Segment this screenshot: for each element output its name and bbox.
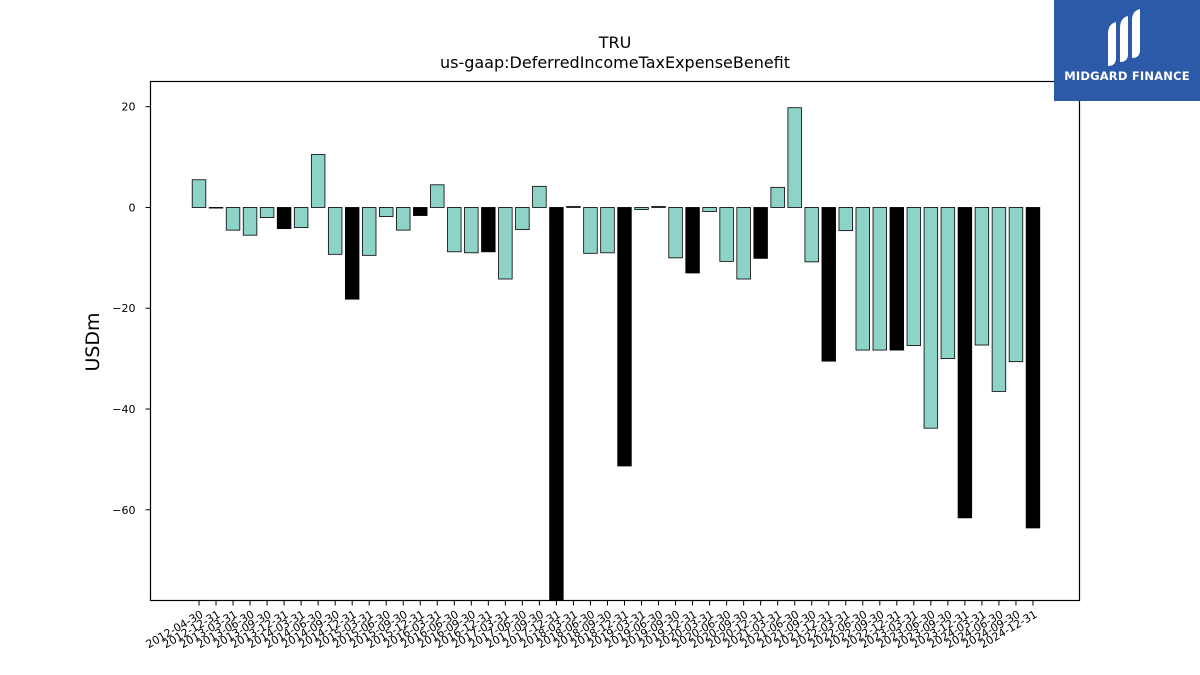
bar: [430, 184, 445, 208]
bar: [991, 207, 1007, 392]
bar: [889, 207, 905, 351]
bar: [191, 179, 207, 208]
bar: [753, 207, 768, 259]
bar: [906, 207, 922, 346]
bar: [974, 207, 990, 346]
bar: [787, 107, 802, 208]
bar: [276, 207, 292, 230]
bar: [566, 206, 581, 208]
bar: [447, 207, 462, 253]
bar: [549, 207, 564, 601]
bar: [361, 207, 377, 256]
bar: [957, 207, 973, 519]
bar: [413, 207, 428, 216]
y-axis-label: USDm: [82, 312, 104, 371]
bars: [191, 107, 1041, 601]
bar: [259, 207, 275, 218]
bar: [617, 207, 632, 467]
bar: [872, 207, 888, 351]
x-axis: 2012-04-302012-12-312013-03-312013-06-30…: [144, 600, 1039, 651]
plot-frame: [149, 80, 1081, 602]
bar: [310, 154, 326, 208]
bar: [481, 207, 496, 253]
bar: [344, 207, 360, 300]
bar: [719, 207, 734, 262]
bar: [855, 207, 870, 351]
y-tick-label: −60: [112, 504, 135, 517]
midgard-logo-icon: [1108, 9, 1140, 66]
bar: [1025, 207, 1041, 529]
y-tick-label: −40: [112, 403, 135, 416]
bar: [583, 207, 598, 254]
logo-text: MIDGARD FINANCE: [1064, 69, 1190, 83]
bar: [498, 207, 513, 280]
y-axis: 20 0 −20 −40 −60: [112, 101, 151, 517]
bar: [838, 207, 853, 232]
bar: [685, 207, 700, 274]
bar: [804, 207, 819, 263]
brand-logo: MIDGARD FINANCE: [1054, 0, 1200, 101]
bar: [923, 207, 939, 429]
bar: [396, 207, 411, 231]
chart-subtitle: us-gaap:DeferredIncomeTaxExpenseBenefit: [440, 53, 790, 72]
bar: [225, 207, 241, 231]
bar: [515, 207, 530, 231]
bar: [379, 207, 394, 217]
bar: [668, 207, 683, 259]
bar: [634, 207, 649, 210]
bar: [736, 207, 751, 280]
bar: [821, 207, 836, 362]
bar: [464, 207, 479, 254]
bar: [940, 207, 956, 360]
bar: [242, 207, 258, 236]
bar: [293, 207, 309, 229]
chart-title: TRU: [598, 33, 632, 52]
y-tick-label: 20: [122, 101, 136, 114]
bar: [1008, 207, 1024, 363]
bar: [208, 207, 224, 209]
bar: [702, 207, 717, 212]
y-tick-label: −20: [112, 302, 135, 315]
bar: [600, 207, 615, 254]
bar: [651, 206, 666, 208]
bar: [327, 207, 343, 255]
bar: [770, 186, 785, 208]
bar: [532, 185, 547, 208]
y-tick-label: 0: [129, 201, 136, 214]
